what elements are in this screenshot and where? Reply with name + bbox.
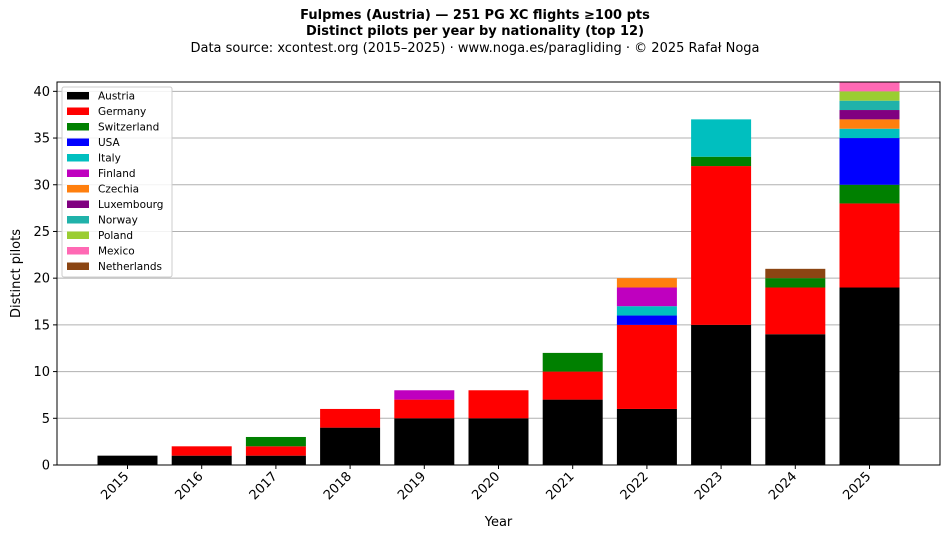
x-tick-label: 2022: [618, 469, 652, 503]
x-tick-label: 2015: [98, 469, 132, 503]
bar-segment-finland-2019: [394, 390, 455, 400]
chart-title: Fulpmes (Austria) — 251 PG XC flights ≥1…: [300, 8, 650, 23]
legend-label-switzerland: Switzerland: [98, 122, 159, 134]
bar-segment-germany-2018: [320, 408, 381, 428]
bar-segment-austria-2016: [171, 455, 232, 465]
bar-segment-germany-2021: [542, 371, 603, 400]
y-tick-label: 35: [33, 132, 50, 147]
bar-segment-germany-2017: [245, 446, 306, 456]
x-tick-label: 2023: [692, 469, 726, 503]
bar-segment-austria-2024: [765, 334, 826, 465]
legend-swatch-germany: [67, 107, 89, 115]
x-tick-label: 2018: [321, 469, 355, 503]
x-tick-label: 2021: [544, 469, 578, 503]
legend-swatch-czechia: [67, 185, 89, 193]
bar-segment-switzerland-2023: [691, 156, 752, 167]
legend-swatch-poland: [67, 231, 89, 239]
legend-swatch-norway: [67, 216, 89, 224]
legend-label-poland: Poland: [98, 230, 133, 242]
legend-label-czechia: Czechia: [98, 184, 139, 196]
legend-swatch-mexico: [67, 247, 89, 255]
legend-label-norway: Norway: [98, 215, 138, 227]
bar-segment-finland-2022: [616, 287, 677, 307]
bar-segment-switzerland-2021: [542, 352, 603, 372]
x-tick-label: 2024: [766, 469, 800, 503]
bar-segment-mexico-2025: [839, 82, 900, 92]
legend-box: [61, 86, 173, 278]
title-block: Fulpmes (Austria) — 251 PG XC flights ≥1…: [0, 8, 950, 58]
bar-segment-norway-2025: [839, 100, 900, 111]
x-tick-label: 2017: [247, 469, 281, 503]
x-tick-label: 2019: [395, 469, 429, 503]
bar-segment-austria-2019: [394, 418, 455, 465]
legend-swatch-finland: [67, 169, 89, 177]
bar-segment-luxembourg-2025: [839, 110, 900, 120]
legend-swatch-luxembourg: [67, 200, 89, 208]
bar-segment-austria-2023: [691, 324, 752, 465]
legend-label-italy: Italy: [98, 153, 121, 165]
x-axis-label: Year: [484, 515, 513, 530]
y-tick-label: 40: [33, 85, 50, 100]
bar-segment-italy-2025: [839, 128, 900, 139]
legend-swatch-italy: [67, 154, 89, 162]
bar-segment-italy-2022: [616, 306, 677, 316]
y-tick-label: 20: [33, 272, 50, 287]
bar-segment-poland-2025: [839, 91, 900, 101]
chart-title-line2: Distinct pilots per year by nationality …: [305, 24, 645, 39]
legend-swatch-austria: [67, 92, 89, 100]
legend-swatch-netherlands: [67, 262, 89, 270]
y-tick-label: 5: [42, 412, 50, 427]
legend-label-usa: USA: [98, 137, 121, 149]
bar-segment-switzerland-2024: [765, 278, 826, 288]
bar-segment-germany-2023: [691, 166, 752, 325]
legend-swatch-usa: [67, 138, 89, 146]
bar-segment-germany-2025: [839, 203, 900, 288]
bar-segment-germany-2016: [171, 446, 232, 456]
bar-segment-usa-2025: [839, 138, 900, 185]
bar-segment-switzerland-2017: [245, 436, 306, 447]
bar-segment-italy-2023: [691, 119, 752, 157]
y-tick-label: 10: [33, 365, 50, 380]
bar-segment-austria-2025: [839, 287, 900, 465]
legend-swatch-switzerland: [67, 123, 89, 131]
legend: Austria Germany Switzerland USA Italy Finland…: [61, 86, 173, 278]
x-tick-label: 2016: [173, 469, 207, 503]
bar-segment-austria-2018: [320, 427, 381, 465]
x-tick-label: 2025: [840, 469, 874, 503]
y-tick-label: 30: [33, 178, 50, 193]
bars-layer: [97, 82, 900, 465]
bar-segment-usa-2022: [616, 315, 677, 325]
legend-label-mexico: Mexico: [98, 246, 135, 258]
bar-segment-austria-2022: [616, 408, 677, 465]
y-tick-label: 0: [42, 459, 50, 474]
bar-segment-czechia-2025: [839, 119, 900, 129]
bar-segment-austria-2020: [468, 418, 529, 465]
y-tick-label: 15: [33, 318, 50, 333]
y-tick-label: 25: [33, 225, 50, 240]
legend-label-germany: Germany: [98, 106, 146, 118]
bar-segment-germany-2024: [765, 287, 826, 335]
bar-segment-netherlands-2024: [765, 268, 826, 279]
bar-segment-germany-2022: [616, 324, 677, 409]
bar-segment-austria-2021: [542, 399, 603, 465]
x-tick-label: 2020: [469, 469, 503, 503]
legend-label-austria: Austria: [98, 91, 135, 103]
bar-segment-austria-2017: [245, 455, 306, 465]
legend-label-finland: Finland: [98, 168, 136, 180]
bar-segment-switzerland-2025: [839, 184, 900, 204]
legend-label-luxembourg: Luxembourg: [98, 199, 163, 211]
bar-segment-czechia-2022: [616, 278, 677, 288]
legend-label-netherlands: Netherlands: [98, 261, 162, 273]
bar-segment-germany-2020: [468, 390, 529, 419]
bar-segment-austria-2015: [97, 455, 158, 465]
bar-segment-germany-2019: [394, 399, 455, 419]
y-axis-label: Distinct pilots: [9, 229, 24, 318]
chart-subtitle: Data source: xcontest.org (2015–2025) · …: [190, 41, 760, 56]
